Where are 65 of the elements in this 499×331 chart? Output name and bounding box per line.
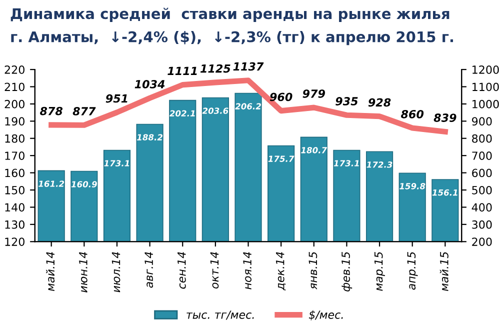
data-label: 180.7 [301, 147, 328, 154]
y-tick-label: 160 [5, 168, 24, 178]
data-label: 156.1 [432, 189, 458, 196]
data-label: 1111 [168, 66, 197, 75]
y-tick-label: 190 [5, 117, 24, 126]
y2-tick-label: 1200 [472, 65, 499, 74]
data-label: 160.9 [71, 181, 97, 188]
y2-tick-label: 900 [472, 117, 492, 126]
y-tick-label: 130 [5, 220, 24, 229]
x-tick-label: янв.15 [308, 252, 318, 290]
y2-tick-label: 500 [472, 186, 492, 194]
data-label: 203.6 [202, 108, 228, 114]
y-tick-label: 220 [4, 65, 24, 74]
data-label: 159.8 [400, 183, 426, 190]
y2-tick-label: 1000 [472, 100, 499, 108]
chart-subtitle: г. Алматы, ↓-2,4% ($), ↓-2,3% (тг) к апрелю 2015 г. [11, 31, 454, 46]
data-label: 960 [270, 92, 292, 102]
data-label: 202.1 [170, 110, 195, 117]
y-tick-label: 150 [5, 186, 24, 194]
data-label: 878 [40, 106, 63, 116]
data-label: 1034 [134, 80, 165, 88]
data-label: 173.1 [334, 160, 359, 166]
x-tick-label: май.14 [46, 252, 55, 292]
x-tick-label: дек.14 [276, 252, 286, 290]
data-label: 928 [368, 98, 391, 107]
y-tick-label: 210 [4, 82, 24, 92]
data-label: 188.2 [136, 134, 163, 140]
legend-label: $/мес. [308, 310, 343, 320]
y-tick-label: 200 [4, 100, 24, 108]
x-tick-label: ноя.14 [243, 252, 252, 290]
y2-tick-label: 300 [472, 220, 492, 229]
x-tick-label: авг.14 [144, 252, 154, 288]
x-tick-label: апр.15 [407, 252, 418, 290]
x-tick-label: май.15 [440, 252, 448, 292]
y-tick-label: 170 [5, 152, 24, 160]
y2-tick-label: 700 [472, 152, 492, 160]
x-tick-label: мар.15 [374, 252, 385, 291]
y2-tick-label: 600 [472, 168, 492, 178]
chart-title: Динамика средней ставки аренды на рынке жилья [10, 8, 450, 22]
x-tick-label: окт.14 [210, 252, 219, 288]
y-tick-label: 120 [5, 238, 24, 246]
x-tick-label: сен.14 [178, 252, 186, 289]
x-tick-label: июл.14 [112, 252, 120, 292]
y2-tick-label: 400 [472, 203, 492, 212]
x-tick-label: фев.15 [342, 252, 352, 292]
data-label: 161.2 [38, 180, 64, 187]
legend-label: тыс. тг/мес. [186, 310, 254, 320]
data-label: 1125 [200, 64, 230, 73]
data-label: 979 [302, 89, 325, 98]
data-label: 860 [400, 110, 424, 118]
y2-tick-label: 200 [472, 238, 492, 246]
data-label: 172.3 [366, 161, 392, 168]
y2-tick-label: 1100 [472, 82, 499, 92]
y-tick-label: 180 [5, 134, 24, 143]
data-label: 935 [336, 97, 358, 106]
y2-tick-label: 800 [472, 134, 492, 143]
x-tick-label: июн.14 [79, 252, 88, 292]
data-label: 173.1 [104, 160, 130, 166]
data-label: 175.7 [268, 156, 294, 162]
data-label: 951 [106, 94, 128, 103]
data-label: 206.2 [235, 103, 261, 110]
data-label: 1137 [233, 62, 264, 71]
y-tick-label: 140 [5, 203, 24, 212]
data-label: 839 [434, 114, 456, 122]
data-label: 877 [72, 107, 96, 116]
